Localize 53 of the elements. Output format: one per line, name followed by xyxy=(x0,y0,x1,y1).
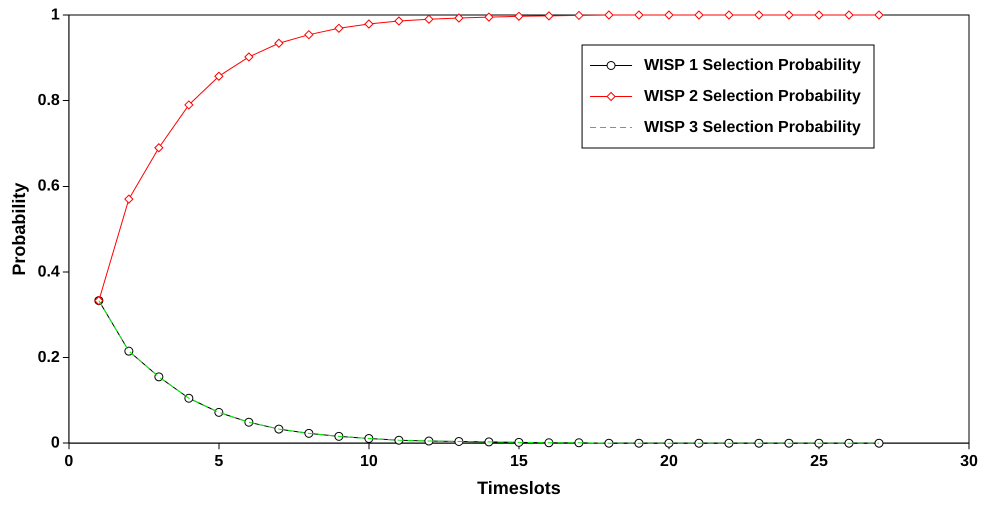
point xyxy=(874,438,884,448)
point xyxy=(754,10,764,20)
y-tick-label: 0.8 xyxy=(38,92,60,110)
point xyxy=(484,12,494,22)
point xyxy=(154,372,164,382)
point xyxy=(814,10,824,20)
point xyxy=(124,194,134,204)
point xyxy=(874,10,884,20)
point xyxy=(844,10,854,20)
point xyxy=(634,10,644,20)
point xyxy=(184,394,194,403)
point xyxy=(694,10,704,20)
x-tick-label: 10 xyxy=(360,453,378,470)
x-tick-label: 25 xyxy=(810,453,828,470)
point xyxy=(154,143,164,152)
point xyxy=(334,432,344,441)
point xyxy=(304,428,314,438)
point xyxy=(544,11,554,20)
point xyxy=(274,38,284,48)
x-tick-label: 15 xyxy=(510,453,528,470)
point xyxy=(454,14,464,22)
y-tick-label: 0.2 xyxy=(38,348,60,366)
point xyxy=(334,24,344,33)
legend-label: WISP 2 Selection Probability xyxy=(644,88,861,105)
y-tick-label: 0.4 xyxy=(38,263,60,280)
point xyxy=(784,10,794,20)
y-axis-title: Probability xyxy=(8,182,29,276)
point xyxy=(274,424,284,434)
legend-label: WISP 1 Selection Probability xyxy=(644,56,861,74)
point xyxy=(214,72,224,81)
x-tick-label: 5 xyxy=(214,453,224,470)
point xyxy=(574,10,584,20)
point xyxy=(214,408,224,417)
x-axis-title: Timeslots xyxy=(477,478,561,498)
point xyxy=(394,16,404,26)
y-tick-label: 0 xyxy=(50,434,60,452)
x-tick-label: 0 xyxy=(64,453,74,470)
point xyxy=(364,19,374,28)
point xyxy=(184,100,194,110)
point xyxy=(514,12,524,21)
x-tick-label: 30 xyxy=(960,453,978,470)
y-tick-label: 1 xyxy=(50,6,60,24)
point xyxy=(664,10,674,20)
point xyxy=(724,10,734,20)
legend-label: WISP 3 Selection Probability xyxy=(644,118,861,136)
point xyxy=(304,30,314,40)
point xyxy=(244,418,254,427)
point xyxy=(124,346,134,356)
x-tick-label: 20 xyxy=(660,453,678,470)
point xyxy=(604,10,614,20)
point xyxy=(424,14,434,24)
point xyxy=(244,52,254,62)
y-tick-label: 0.6 xyxy=(38,178,60,195)
